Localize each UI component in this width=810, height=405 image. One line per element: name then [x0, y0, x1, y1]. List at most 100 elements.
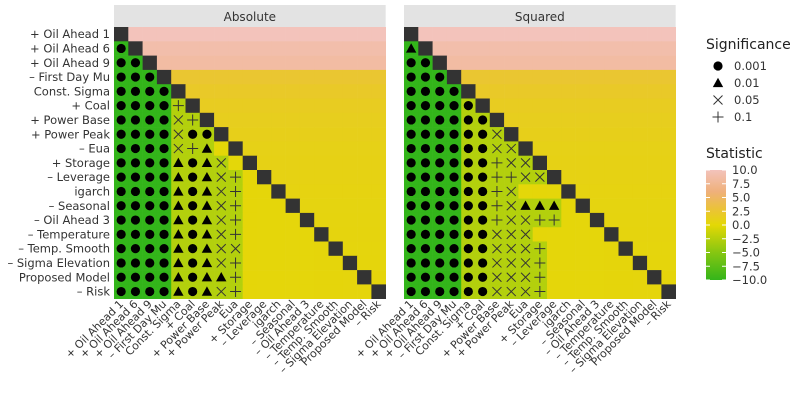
heatmap-cell [314, 184, 329, 199]
heatmap-cell [489, 69, 505, 85]
statistic-legend-label: −7.5 [732, 259, 760, 273]
significance-circle-mark [449, 186, 459, 197]
significance-cross-mark [492, 143, 502, 154]
heatmap-cell [285, 155, 301, 171]
significance-circle-mark [188, 272, 198, 282]
heatmap-cell [314, 255, 329, 271]
significance-circle-mark [145, 115, 155, 125]
heatmap-cell [575, 84, 591, 99]
significance-plus-mark [491, 157, 503, 169]
significance-circle-mark [159, 286, 169, 297]
heatmap-cell [604, 98, 619, 114]
heatmap-cell [357, 141, 372, 156]
significance-circle-mark [116, 43, 126, 54]
significance-circle-mark [116, 101, 126, 111]
heatmap-cell [661, 170, 676, 185]
significance-circle-mark [478, 244, 488, 254]
significance-circle-mark [159, 258, 169, 268]
heatmap-cell [575, 27, 591, 42]
significance-cross-mark [173, 115, 184, 125]
heatmap-cell [547, 41, 562, 56]
heatmap-cell [518, 41, 533, 56]
heatmap-cell [661, 212, 676, 228]
significance-circle-mark [130, 101, 141, 111]
heatmap-cell [618, 69, 634, 85]
heatmap-cell [242, 198, 258, 214]
heatmap-cell [618, 212, 634, 228]
heatmap-cell [342, 41, 358, 56]
significance-triangle-mark [201, 186, 213, 196]
heatmap-cell [185, 84, 201, 99]
significance-circle-mark [463, 272, 473, 282]
significance-circle-mark [116, 229, 126, 239]
significance-plus-mark [491, 200, 503, 212]
heatmap-cell [604, 212, 619, 228]
heatmap-cell [547, 170, 562, 185]
heatmap-cell [342, 55, 358, 71]
heatmap-cell [632, 112, 648, 128]
heatmap-cell [632, 127, 648, 142]
heatmap-cell [357, 184, 372, 199]
heatmap-cell [271, 55, 286, 71]
heatmap-cell [328, 112, 344, 128]
significance-circle-mark [435, 186, 445, 197]
y-tick-label: Proposed Model [19, 270, 110, 284]
heatmap-cell [271, 127, 286, 142]
heatmap-cell [271, 41, 286, 56]
significance-triangle-mark [173, 243, 184, 253]
significance-circle-mark [145, 272, 155, 282]
heatmap-cell [314, 41, 329, 56]
significance-cross-mark [506, 143, 517, 154]
significance-triangle-mark [201, 229, 213, 239]
heatmap-cell [371, 127, 386, 142]
heatmap-cell [575, 270, 591, 285]
heatmap-cell [518, 141, 533, 156]
significance-circle-mark [463, 201, 473, 211]
significance-circle-mark [463, 172, 473, 182]
heatmap-cell [242, 255, 258, 271]
heatmap-cell [357, 112, 372, 128]
significance-circle-mark [478, 143, 488, 154]
heatmap-cell [285, 141, 301, 156]
significance-triangle-mark [201, 286, 213, 296]
significance-cross-mark [216, 229, 227, 240]
heatmap-cell [589, 255, 605, 271]
legend-triangle-mark [712, 77, 724, 88]
heatmap-cell [589, 112, 605, 128]
heatmap-cell [661, 284, 676, 299]
heatmap-cell [446, 69, 462, 85]
significance-circle-mark [159, 143, 169, 154]
heatmap-cell [342, 112, 358, 128]
heatmap-cell [128, 27, 143, 42]
heatmap-cell [156, 27, 172, 42]
heatmap-cell [561, 84, 576, 99]
heatmap-cell [618, 184, 634, 199]
heatmap-cell [475, 84, 491, 99]
heatmap-cell [604, 141, 619, 156]
heatmap-cell [532, 141, 548, 156]
heatmap-cell [257, 112, 272, 128]
heatmap-cell [561, 284, 576, 299]
statistic-legend-label: −2.5 [732, 232, 760, 246]
significance-circle-mark [449, 158, 459, 168]
heatmap-cell [271, 170, 286, 185]
heatmap-cell [357, 98, 372, 114]
heatmap-cell [604, 227, 619, 242]
significance-circle-mark [188, 129, 198, 139]
heatmap-cell [575, 127, 591, 142]
heatmap-cell [547, 184, 562, 199]
significance-circle-mark [130, 129, 141, 139]
heatmap-cell [518, 112, 533, 128]
heatmap-cell [561, 198, 576, 214]
statistic-legend-label: 0.0 [732, 218, 750, 232]
significance-circle-mark [435, 272, 445, 282]
heatmap-cell [604, 284, 619, 299]
significance-triangle-mark [173, 200, 184, 210]
heatmap-cell [618, 27, 634, 42]
heatmap-cell [199, 112, 215, 128]
heatmap-cell [547, 284, 562, 299]
heatmap-cell [371, 212, 386, 228]
heatmap-cell [357, 255, 372, 271]
heatmap-cell [647, 227, 662, 242]
significance-plus-mark [187, 143, 199, 155]
